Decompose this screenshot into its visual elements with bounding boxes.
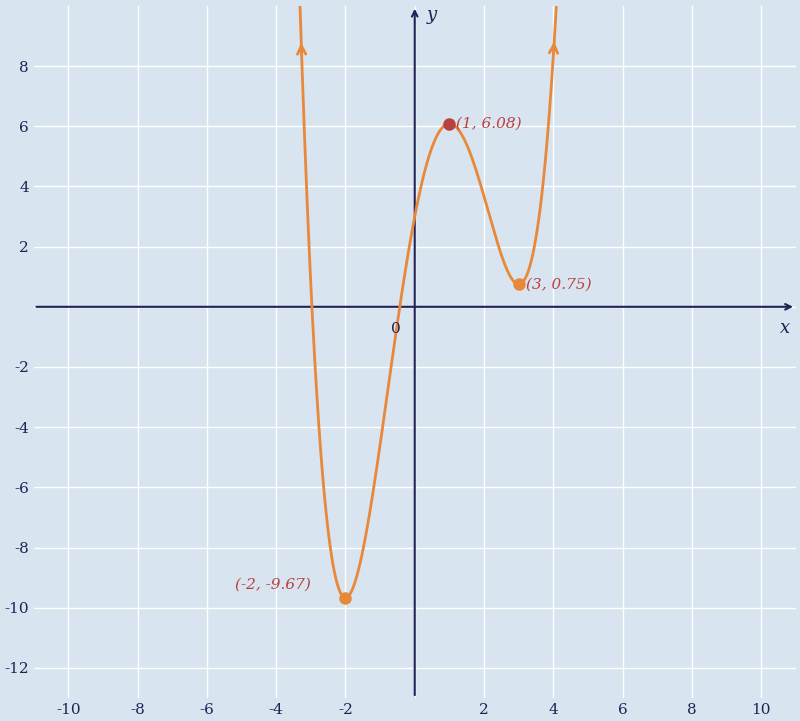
Text: x: x	[780, 319, 790, 337]
Text: (1, 6.08): (1, 6.08)	[456, 117, 522, 131]
Text: (3, 0.75): (3, 0.75)	[526, 278, 591, 291]
Text: y: y	[427, 6, 437, 24]
Text: (-2, -9.67): (-2, -9.67)	[234, 578, 310, 592]
Text: 0: 0	[391, 322, 401, 337]
